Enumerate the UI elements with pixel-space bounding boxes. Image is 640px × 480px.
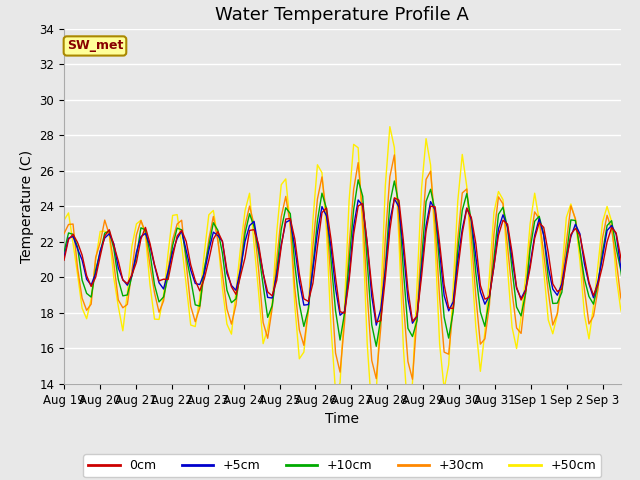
Title: Water Temperature Profile A: Water Temperature Profile A (216, 6, 469, 24)
Y-axis label: Temperature (C): Temperature (C) (20, 150, 34, 263)
X-axis label: Time: Time (325, 412, 360, 426)
Legend: 0cm, +5cm, +10cm, +30cm, +50cm: 0cm, +5cm, +10cm, +30cm, +50cm (83, 454, 602, 477)
Text: SW_met: SW_met (67, 39, 123, 52)
